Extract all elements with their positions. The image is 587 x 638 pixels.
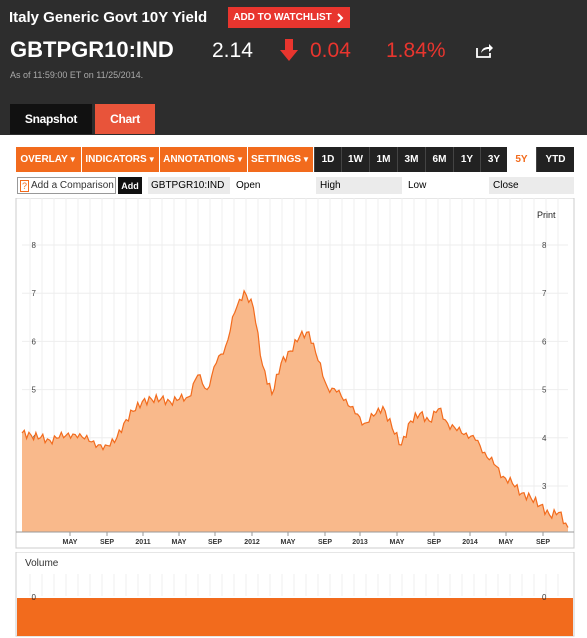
watchlist-label: ADD TO WATCHLIST [233,12,332,23]
x-tick-label: 2012 [244,539,260,546]
x-tick-label: 2013 [352,539,368,546]
settings-label: SETTINGS [251,154,302,165]
y-tick-label: 6 [32,337,37,346]
y-tick-label: 3 [542,482,547,491]
comparison-input[interactable]: ? Add a Comparison [17,177,116,194]
x-tick-label: MAY [390,539,405,546]
range-1m-button[interactable]: 1M [369,147,397,172]
add-comparison-button[interactable]: Add [118,177,142,194]
volume-bar [17,598,573,636]
print-button[interactable]: Print [537,210,556,220]
range-3m-button[interactable]: 3M [397,147,425,172]
chart-toolbar: OVERLAY ▼ INDICATORS ▼ ANNOTATIONS ▼ SETTIN… [16,147,574,172]
triangle-down-icon: ▼ [68,155,77,164]
x-tick-label: MAY [63,539,78,546]
x-tick-label: SEP [208,539,222,546]
y-tick-label: 7 [32,289,37,298]
close-label: Close [489,177,574,194]
volume-tick-label: 0 [32,593,37,602]
x-tick-label: SEP [427,539,441,546]
percent-change: 1.84% [386,39,446,62]
range-1d-button[interactable]: 1D [314,147,341,172]
y-tick-label: 7 [542,289,547,298]
last-price: 2.14 [212,39,253,62]
triangle-down-icon: ▼ [235,155,244,164]
share-icon[interactable] [476,42,494,58]
x-tick-label: MAY [281,539,296,546]
comparison-placeholder: Add a Comparison [31,180,114,191]
help-icon[interactable]: ? [20,179,30,192]
tab-snapshot[interactable]: Snapshot [10,104,92,134]
settings-menu[interactable]: SETTINGS ▼ [248,147,314,172]
tab-chart[interactable]: Chart [95,104,155,134]
range-6m-button[interactable]: 6M [425,147,453,172]
indicators-menu[interactable]: INDICATORS ▼ [82,147,160,172]
triangle-down-icon: ▼ [147,155,156,164]
yield-chart[interactable]: 334455667788MAYSEP2011MAYSEP2012MAYSEP20… [0,198,587,550]
security-title: Italy Generic Govt 10Y Yield [9,9,208,26]
x-tick-label: 2014 [462,539,478,546]
y-tick-label: 6 [542,337,547,346]
legend-symbol: GBTPGR10:IND [148,177,230,194]
y-tick-label: 8 [32,241,37,250]
yield-line [21,289,569,528]
ticker-symbol: GBTPGR10:IND [10,37,174,62]
triangle-down-icon: ▼ [302,155,310,164]
range-5y-button[interactable]: 5Y [507,147,536,172]
x-tick-label: SEP [536,539,550,546]
low-label: Low [404,177,488,194]
volume-label: Volume [25,558,59,569]
quote-header: Italy Generic Govt 10Y Yield ADD TO WATC… [0,0,587,135]
yield-area [22,290,568,532]
chevron-right-icon [337,12,344,23]
indicators-label: INDICATORS [85,154,147,165]
high-label: High [316,177,402,194]
overlay-menu[interactable]: OVERLAY ▼ [16,147,82,172]
x-tick-label: SEP [318,539,332,546]
range-3y-button[interactable]: 3Y [480,147,507,172]
down-arrow-icon [280,39,298,61]
x-tick-label: MAY [499,539,514,546]
open-label: Open [232,177,312,194]
x-tick-label: MAY [172,539,187,546]
y-tick-label: 8 [542,241,547,250]
annotations-menu[interactable]: ANNOTATIONS ▼ [160,147,248,172]
x-tick-label: 2011 [135,539,150,546]
as-of-timestamp: As of 11:59:00 ET on 11/25/2014. [10,70,144,80]
range-ytd-button[interactable]: YTD [536,147,574,172]
y-tick-label: 5 [542,386,547,395]
y-tick-label: 5 [32,386,37,395]
range-1w-button[interactable]: 1W [341,147,369,172]
overlay-label: OVERLAY [20,154,68,165]
price-change: 0.04 [310,39,351,62]
range-1y-button[interactable]: 1Y [453,147,480,172]
volume-tick-label: 0 [542,593,547,602]
y-tick-label: 4 [542,434,547,443]
x-tick-label: SEP [100,539,114,546]
add-to-watchlist-button[interactable]: ADD TO WATCHLIST [228,7,350,28]
annotations-label: ANNOTATIONS [163,154,235,165]
